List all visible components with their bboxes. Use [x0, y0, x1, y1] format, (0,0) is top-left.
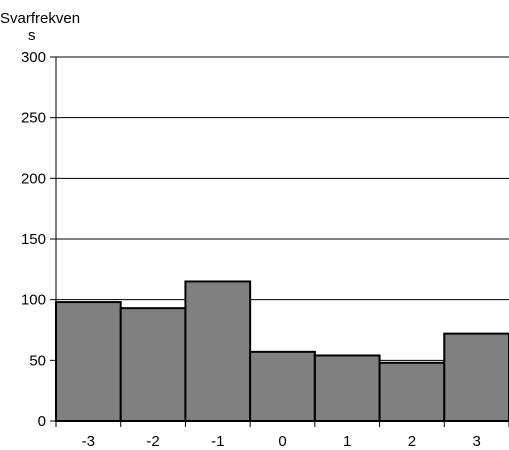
bar--2 [119, 307, 187, 422]
y-tick-label-0: 0 [38, 413, 46, 430]
y-axis-label-line-1: Svarfrekven [0, 10, 81, 27]
bar-1 [313, 354, 381, 423]
y-tick-label-300: 300 [21, 49, 46, 66]
y-tick-label-100: 100 [21, 292, 46, 309]
x-tick-label--2: -2 [146, 433, 159, 450]
x-tick-label-1: 1 [343, 433, 351, 450]
y-axis-label: Svarfrekven s [0, 10, 120, 44]
y-tick-label-50: 50 [29, 352, 46, 369]
y-tick-label-150: 150 [21, 231, 46, 248]
x-tick-label--3: -3 [82, 433, 95, 450]
y-tick-label-200: 200 [21, 170, 46, 187]
bar-2 [378, 361, 446, 423]
x-tick-label-2: 2 [408, 433, 416, 450]
x-tick-label-0: 0 [278, 433, 286, 450]
y-axis-label-line-2: s [28, 27, 36, 44]
bar--1 [184, 280, 252, 423]
x-tick-label--1: -1 [211, 433, 224, 450]
bar-3 [443, 332, 509, 423]
y-tick-label-250: 250 [21, 110, 46, 127]
bar-0 [249, 350, 316, 422]
x-tick-label-3: 3 [472, 433, 480, 450]
bar--3 [55, 301, 122, 422]
